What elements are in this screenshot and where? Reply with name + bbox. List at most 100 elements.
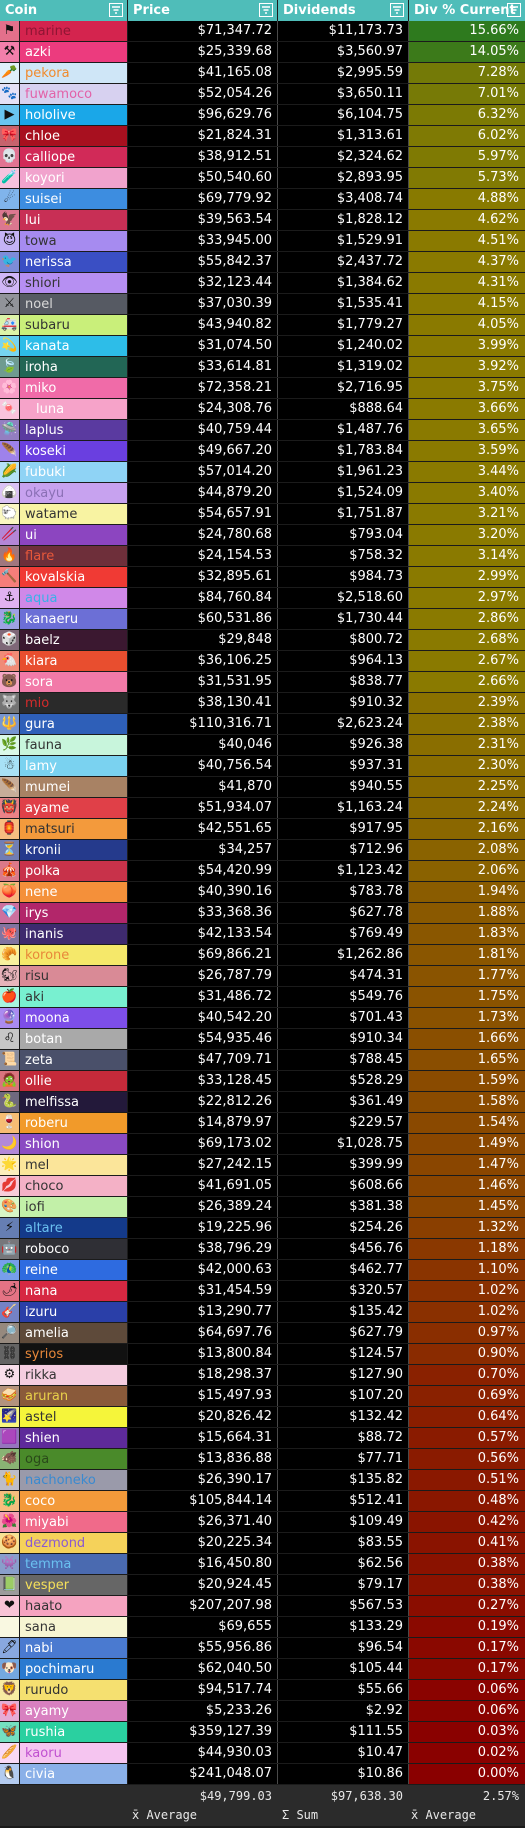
div-percent-cell[interactable]: 2.38% — [409, 714, 525, 734]
price-cell[interactable]: $42,000.63 — [128, 1260, 278, 1280]
price-cell[interactable]: $25,339.68 — [128, 42, 278, 62]
price-cell[interactable]: $55,956.86 — [128, 1638, 278, 1658]
coin-cell[interactable]: 💎 irys — [0, 903, 128, 923]
coin-cell[interactable]: 🐍 melfissa — [0, 1092, 128, 1112]
dividends-cell[interactable]: $462.77 — [278, 1260, 409, 1280]
dividends-cell[interactable]: $62.56 — [278, 1554, 409, 1574]
div-percent-cell[interactable]: 1.66% — [409, 1029, 525, 1049]
coin-cell[interactable]: 🐻 sora — [0, 672, 128, 692]
dividends-cell[interactable]: $2.92 — [278, 1701, 409, 1721]
dividends-cell[interactable]: $1,240.02 — [278, 336, 409, 356]
div-average-value[interactable]: 2.57% — [482, 1789, 519, 1803]
dividends-cell[interactable]: $96.54 — [278, 1638, 409, 1658]
coin-cell[interactable]: 🍑 nene — [0, 882, 128, 902]
coin-cell[interactable]: ⚒ azki — [0, 42, 128, 62]
price-cell[interactable]: $38,796.29 — [128, 1239, 278, 1259]
coin-cell[interactable]: 🐔 kiara — [0, 651, 128, 671]
price-cell[interactable]: $38,912.51 — [128, 147, 278, 167]
dividends-cell[interactable]: $1,313.61 — [278, 126, 409, 146]
price-cell[interactable]: $40,542.20 — [128, 1008, 278, 1028]
price-cell[interactable]: $96,629.76 — [128, 105, 278, 125]
div-percent-cell[interactable]: 14.05% — [409, 42, 525, 62]
div-percent-cell[interactable]: 0.02% — [409, 1743, 525, 1763]
coin-cell[interactable]: 🌠 astel — [0, 1407, 128, 1427]
coin-cell[interactable]: 🧪 koyori — [0, 168, 128, 188]
coin-cell[interactable]: 👹 ayame — [0, 798, 128, 818]
price-cell[interactable]: $34,257 — [128, 840, 278, 860]
dividends-cell[interactable]: $399.99 — [278, 1155, 409, 1175]
dividends-cell[interactable]: $1,163.24 — [278, 798, 409, 818]
dividends-cell[interactable]: $55.66 — [278, 1680, 409, 1700]
price-cell[interactable]: $29,848 — [128, 630, 278, 650]
price-cell[interactable]: $64,697.76 — [128, 1323, 278, 1343]
dividends-cell[interactable]: $456.76 — [278, 1239, 409, 1259]
dividends-cell[interactable]: $1,779.27 — [278, 315, 409, 335]
price-cell[interactable]: $31,454.59 — [128, 1281, 278, 1301]
dividends-cell[interactable]: $111.55 — [278, 1722, 409, 1742]
dividends-cell[interactable]: $769.49 — [278, 924, 409, 944]
coin-cell[interactable]: 🐿 risu — [0, 966, 128, 986]
coin-cell[interactable]: 🐉 kanaeru — [0, 609, 128, 629]
price-cell[interactable]: $33,368.36 — [128, 903, 278, 923]
coin-cell[interactable]: ⏳ kronii — [0, 840, 128, 860]
price-cell[interactable]: $32,895.61 — [128, 567, 278, 587]
div-percent-cell[interactable]: 7.01% — [409, 84, 525, 104]
div-percent-cell[interactable]: 1.77% — [409, 966, 525, 986]
div-percent-cell[interactable]: 2.25% — [409, 777, 525, 797]
coin-cell[interactable]: ▶ hololive — [0, 105, 128, 125]
dividends-cell[interactable]: $1,524.09 — [278, 483, 409, 503]
div-percent-cell[interactable]: 0.48% — [409, 1491, 525, 1511]
dividends-cell[interactable]: $1,529.91 — [278, 231, 409, 251]
coin-cell[interactable]: 🌸 miko — [0, 378, 128, 398]
coin-cell[interactable]: 🐉 coco — [0, 1491, 128, 1511]
coin-cell[interactable]: 🌶 nana — [0, 1281, 128, 1301]
price-cell[interactable]: $31,531.95 — [128, 672, 278, 692]
div-percent-cell[interactable]: 0.41% — [409, 1533, 525, 1553]
coin-cell[interactable]: 🍷 roberu — [0, 1113, 128, 1133]
div-percent-cell[interactable]: 2.99% — [409, 567, 525, 587]
div-percent-cell[interactable]: 15.66% — [409, 21, 525, 41]
price-cell[interactable]: $18,298.37 — [128, 1365, 278, 1385]
dividends-cell[interactable]: $2,995.59 — [278, 63, 409, 83]
coin-cell[interactable]: 🥐 korone — [0, 945, 128, 965]
dividends-cell[interactable]: $2,437.72 — [278, 252, 409, 272]
div-percent-cell[interactable]: 1.75% — [409, 987, 525, 1007]
coin-cell[interactable]: 🦚 reine — [0, 1260, 128, 1280]
coin-cell[interactable]: 🐶 pochimaru — [0, 1659, 128, 1679]
dividends-cell[interactable]: $984.73 — [278, 567, 409, 587]
div-percent-cell[interactable]: 3.65% — [409, 420, 525, 440]
price-cell[interactable]: $20,924.45 — [128, 1575, 278, 1595]
div-percent-cell[interactable]: 0.51% — [409, 1470, 525, 1490]
div-percent-cell[interactable]: 0.42% — [409, 1512, 525, 1532]
dividends-cell[interactable]: $1,751.87 — [278, 504, 409, 524]
price-cell[interactable]: $31,074.50 — [128, 336, 278, 356]
coin-cell[interactable]: 🐑 watame — [0, 504, 128, 524]
price-cell[interactable]: $241,048.07 — [128, 1764, 278, 1784]
div-percent-cell[interactable]: 0.27% — [409, 1596, 525, 1616]
dividends-cell[interactable]: $1,384.62 — [278, 273, 409, 293]
div-percent-cell[interactable]: 1.45% — [409, 1197, 525, 1217]
price-cell[interactable]: $20,225.34 — [128, 1533, 278, 1553]
price-cell[interactable]: $41,165.08 — [128, 63, 278, 83]
dividends-cell[interactable]: $320.57 — [278, 1281, 409, 1301]
div-percent-cell[interactable]: 2.30% — [409, 756, 525, 776]
price-cell[interactable]: $110,316.71 — [128, 714, 278, 734]
dividends-cell[interactable]: $838.77 — [278, 672, 409, 692]
coin-cell[interactable]: 📜 zeta — [0, 1050, 128, 1070]
price-cell[interactable]: $50,540.60 — [128, 168, 278, 188]
dividends-cell[interactable]: $917.95 — [278, 819, 409, 839]
dividends-cell[interactable]: $11,173.73 — [278, 21, 409, 41]
div-percent-cell[interactable]: 0.90% — [409, 1344, 525, 1364]
price-cell[interactable]: $43,940.82 — [128, 315, 278, 335]
coin-cell[interactable]: ⚡ altare — [0, 1218, 128, 1238]
price-cell[interactable]: $40,756.54 — [128, 756, 278, 776]
coin-cell[interactable]: 🔮 moona — [0, 1008, 128, 1028]
div-percent-cell[interactable]: 1.73% — [409, 1008, 525, 1028]
coin-cell[interactable]: 🍪 dezmond — [0, 1533, 128, 1553]
price-cell[interactable]: $31,486.72 — [128, 987, 278, 1007]
coin-cell[interactable]: 🥖 kaoru — [0, 1743, 128, 1763]
div-percent-cell[interactable]: 1.58% — [409, 1092, 525, 1112]
coin-cell[interactable]: 🎀 chloe — [0, 126, 128, 146]
dividends-cell[interactable]: $6,104.75 — [278, 105, 409, 125]
div-percent-cell[interactable]: 2.16% — [409, 819, 525, 839]
